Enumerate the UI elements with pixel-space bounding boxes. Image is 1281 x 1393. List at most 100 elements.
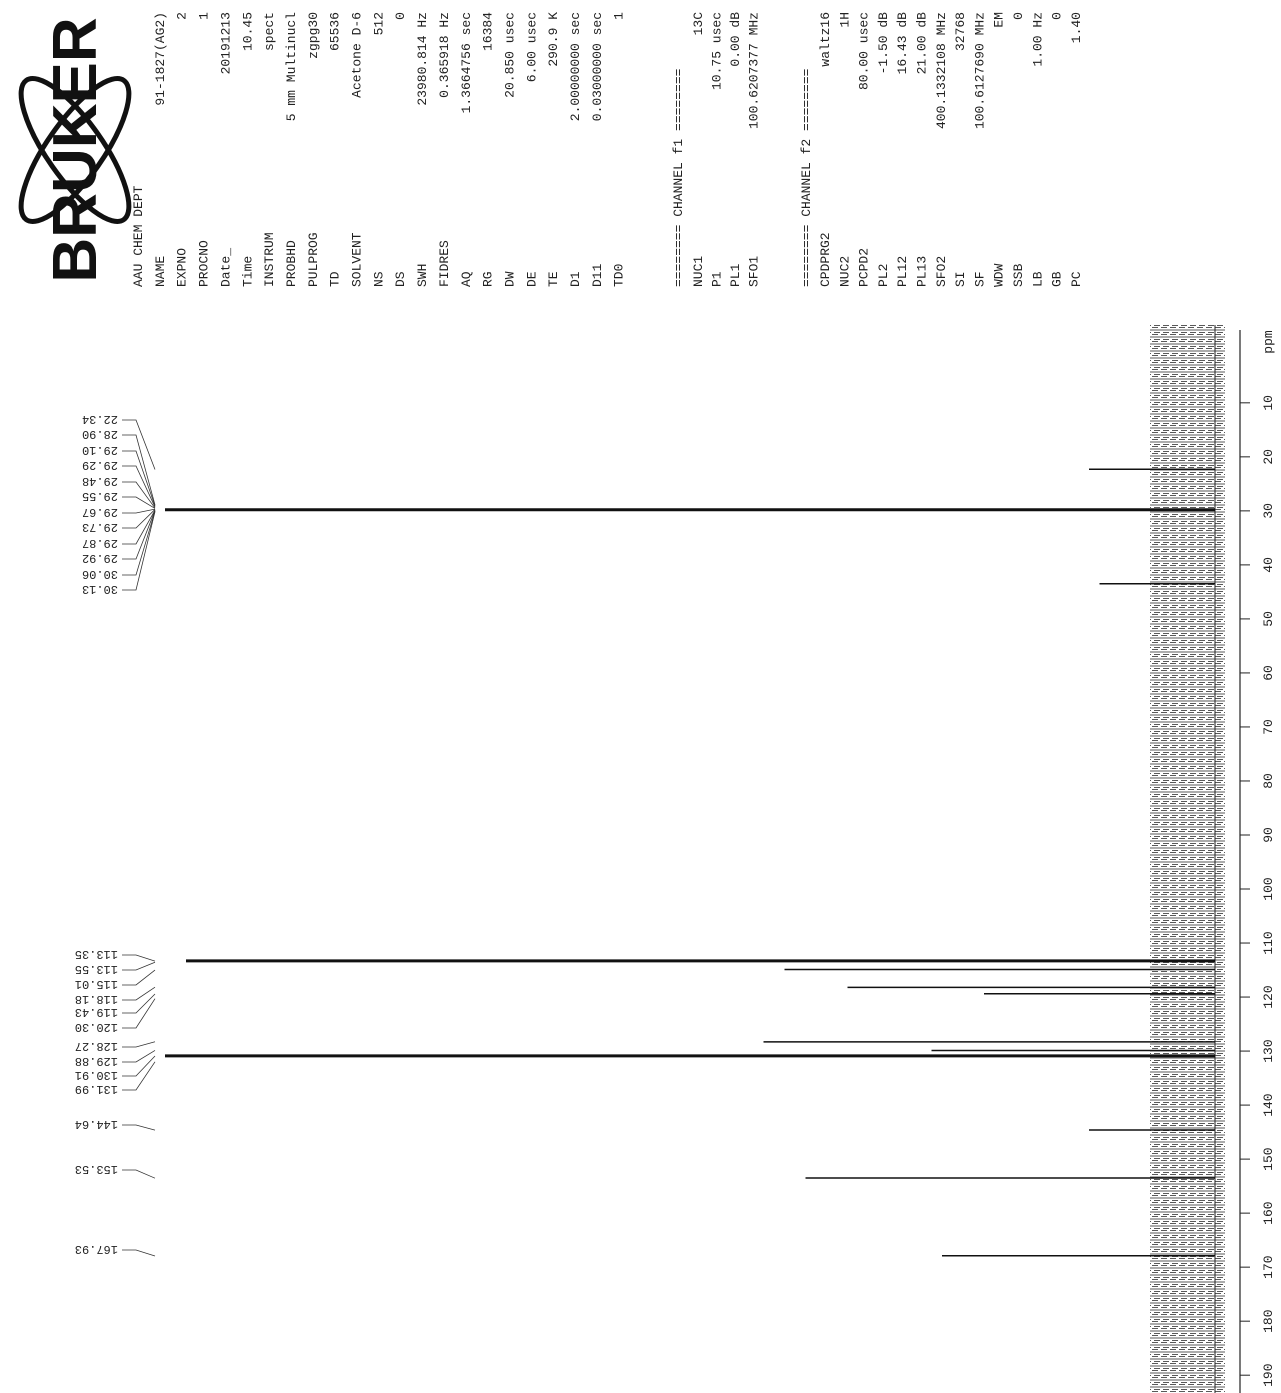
peak-label: 119.43 — [75, 1005, 118, 1019]
leader-line — [122, 465, 156, 508]
parameter-value: 0.00 dB — [728, 12, 743, 67]
parameter-value: 2 — [175, 12, 190, 20]
channel-title: ======== CHANNEL f2 ======== — [799, 68, 814, 287]
x-tick-label: 120 — [1261, 985, 1276, 1008]
peak-label: 153.53 — [75, 1162, 118, 1176]
leader-line — [122, 434, 156, 506]
parameter-value: 91-1827(AG2) — [153, 12, 168, 106]
parameter-value: -1.50 dB — [876, 12, 891, 75]
peak-label: 29.87 — [82, 536, 118, 550]
parameter-value: 1 — [612, 12, 627, 20]
parameter-name: D11 — [590, 263, 605, 287]
leader-line — [122, 419, 156, 470]
peak-label: 29.92 — [82, 551, 118, 565]
parameter-value: 290.9 K — [546, 12, 561, 67]
peak-label: 128.27 — [75, 1039, 118, 1053]
x-tick-label: 100 — [1261, 877, 1276, 900]
parameter-name: GB — [1050, 271, 1065, 287]
peak-label: 129.88 — [75, 1054, 118, 1068]
leader-line — [122, 1169, 156, 1179]
peak-label: 120.30 — [75, 1020, 118, 1034]
parameter-name: PL12 — [895, 256, 910, 287]
leader-line — [122, 1055, 156, 1077]
parameter-value: 21.00 dB — [915, 12, 930, 75]
parameter-name: PROBHD — [284, 240, 299, 287]
leader-line — [122, 481, 156, 509]
parameter-name: INSTRUM — [262, 232, 277, 287]
parameter-name: PCPD2 — [857, 248, 872, 287]
parameter-name: NS — [371, 271, 386, 287]
parameter-name: SOLVENT — [350, 232, 365, 287]
parameter-value: 20.850 usec — [502, 12, 517, 98]
x-tick-label: 80 — [1261, 773, 1276, 789]
leader-line — [122, 961, 156, 971]
parameter-value: 16384 — [481, 12, 496, 51]
peak-label: 22.34 — [82, 412, 118, 426]
leader-line — [122, 496, 156, 509]
peak-label: 29.48 — [82, 474, 118, 488]
leader-line — [122, 1124, 156, 1131]
parameter-name: NAME — [153, 256, 168, 287]
x-tick-label: 170 — [1261, 1255, 1276, 1278]
leader-line — [122, 986, 156, 1001]
peak-label: 115.01 — [75, 977, 118, 991]
parameter-value: 0 — [1011, 12, 1026, 20]
peak-label: 130.91 — [75, 1068, 118, 1082]
parameter-name: LB — [1030, 271, 1045, 287]
logo-text: BRUKER — [41, 17, 110, 282]
peak-label: 167.93 — [75, 1242, 118, 1256]
parameter-value: 32768 — [953, 12, 968, 51]
parameter-value: 10.45 — [240, 12, 255, 51]
parameter-name: SF — [972, 271, 987, 287]
parameter-value: 1.3664756 sec — [459, 12, 474, 113]
leader-line — [122, 1249, 156, 1257]
x-axis-label: ppm — [1261, 330, 1276, 354]
leader-line — [122, 998, 156, 1029]
leader-line — [122, 1061, 156, 1091]
x-tick-label: 140 — [1261, 1093, 1276, 1116]
peak-label: 29.10 — [82, 443, 118, 457]
parameter-value: 0.365918 Hz — [437, 12, 452, 98]
parameter-value: 2.00000000 sec — [568, 12, 583, 121]
parameter-name: PL13 — [915, 256, 930, 287]
x-tick-label: 50 — [1261, 611, 1276, 627]
parameter-title: AAU CHEM DEPT — [131, 185, 146, 287]
x-tick-label: 190 — [1261, 1363, 1276, 1386]
x-tick-label: 10 — [1261, 395, 1276, 411]
peak-label: 28.90 — [82, 427, 118, 441]
parameter-value: 65536 — [328, 12, 343, 51]
parameter-name: EXPNO — [175, 248, 190, 287]
x-tick-label: 90 — [1261, 827, 1276, 843]
parameter-value: 1 — [197, 12, 212, 20]
parameter-name: PL2 — [876, 264, 891, 287]
parameter-name: TD0 — [612, 264, 627, 287]
parameter-name: SFO1 — [747, 256, 762, 287]
parameter-value: 6.00 usec — [524, 12, 539, 82]
parameter-value: 512 — [371, 12, 386, 35]
peak-label: 118.18 — [75, 992, 118, 1006]
parameter-name: TD — [328, 271, 343, 287]
parameter-name: DW — [502, 271, 517, 287]
leader-line — [122, 510, 156, 560]
leader-line — [122, 511, 156, 591]
parameter-name: DS — [393, 271, 408, 287]
x-tick-label: 150 — [1261, 1147, 1276, 1170]
parameter-value: waltz16 — [818, 12, 833, 67]
parameter-name: DE — [524, 271, 539, 287]
parameter-value: 1.40 — [1069, 12, 1084, 43]
leader-line — [122, 993, 156, 1014]
peak-label: 144.64 — [75, 1117, 118, 1131]
parameter-name: P1 — [710, 271, 725, 287]
peak-label: 30.13 — [82, 582, 118, 596]
parameter-value: spect — [262, 12, 277, 51]
parameter-name: SFO2 — [934, 256, 949, 287]
parameter-name: CPDPRG2 — [818, 232, 833, 287]
parameter-value: 0.03000000 sec — [590, 12, 605, 121]
x-tick-label: 60 — [1261, 665, 1276, 681]
parameter-name: NUC2 — [837, 256, 852, 287]
parameter-name: PL1 — [728, 263, 743, 287]
parameter-value: 16.43 dB — [895, 12, 910, 75]
leader-line — [122, 969, 156, 986]
parameter-name: WDW — [992, 263, 1007, 287]
